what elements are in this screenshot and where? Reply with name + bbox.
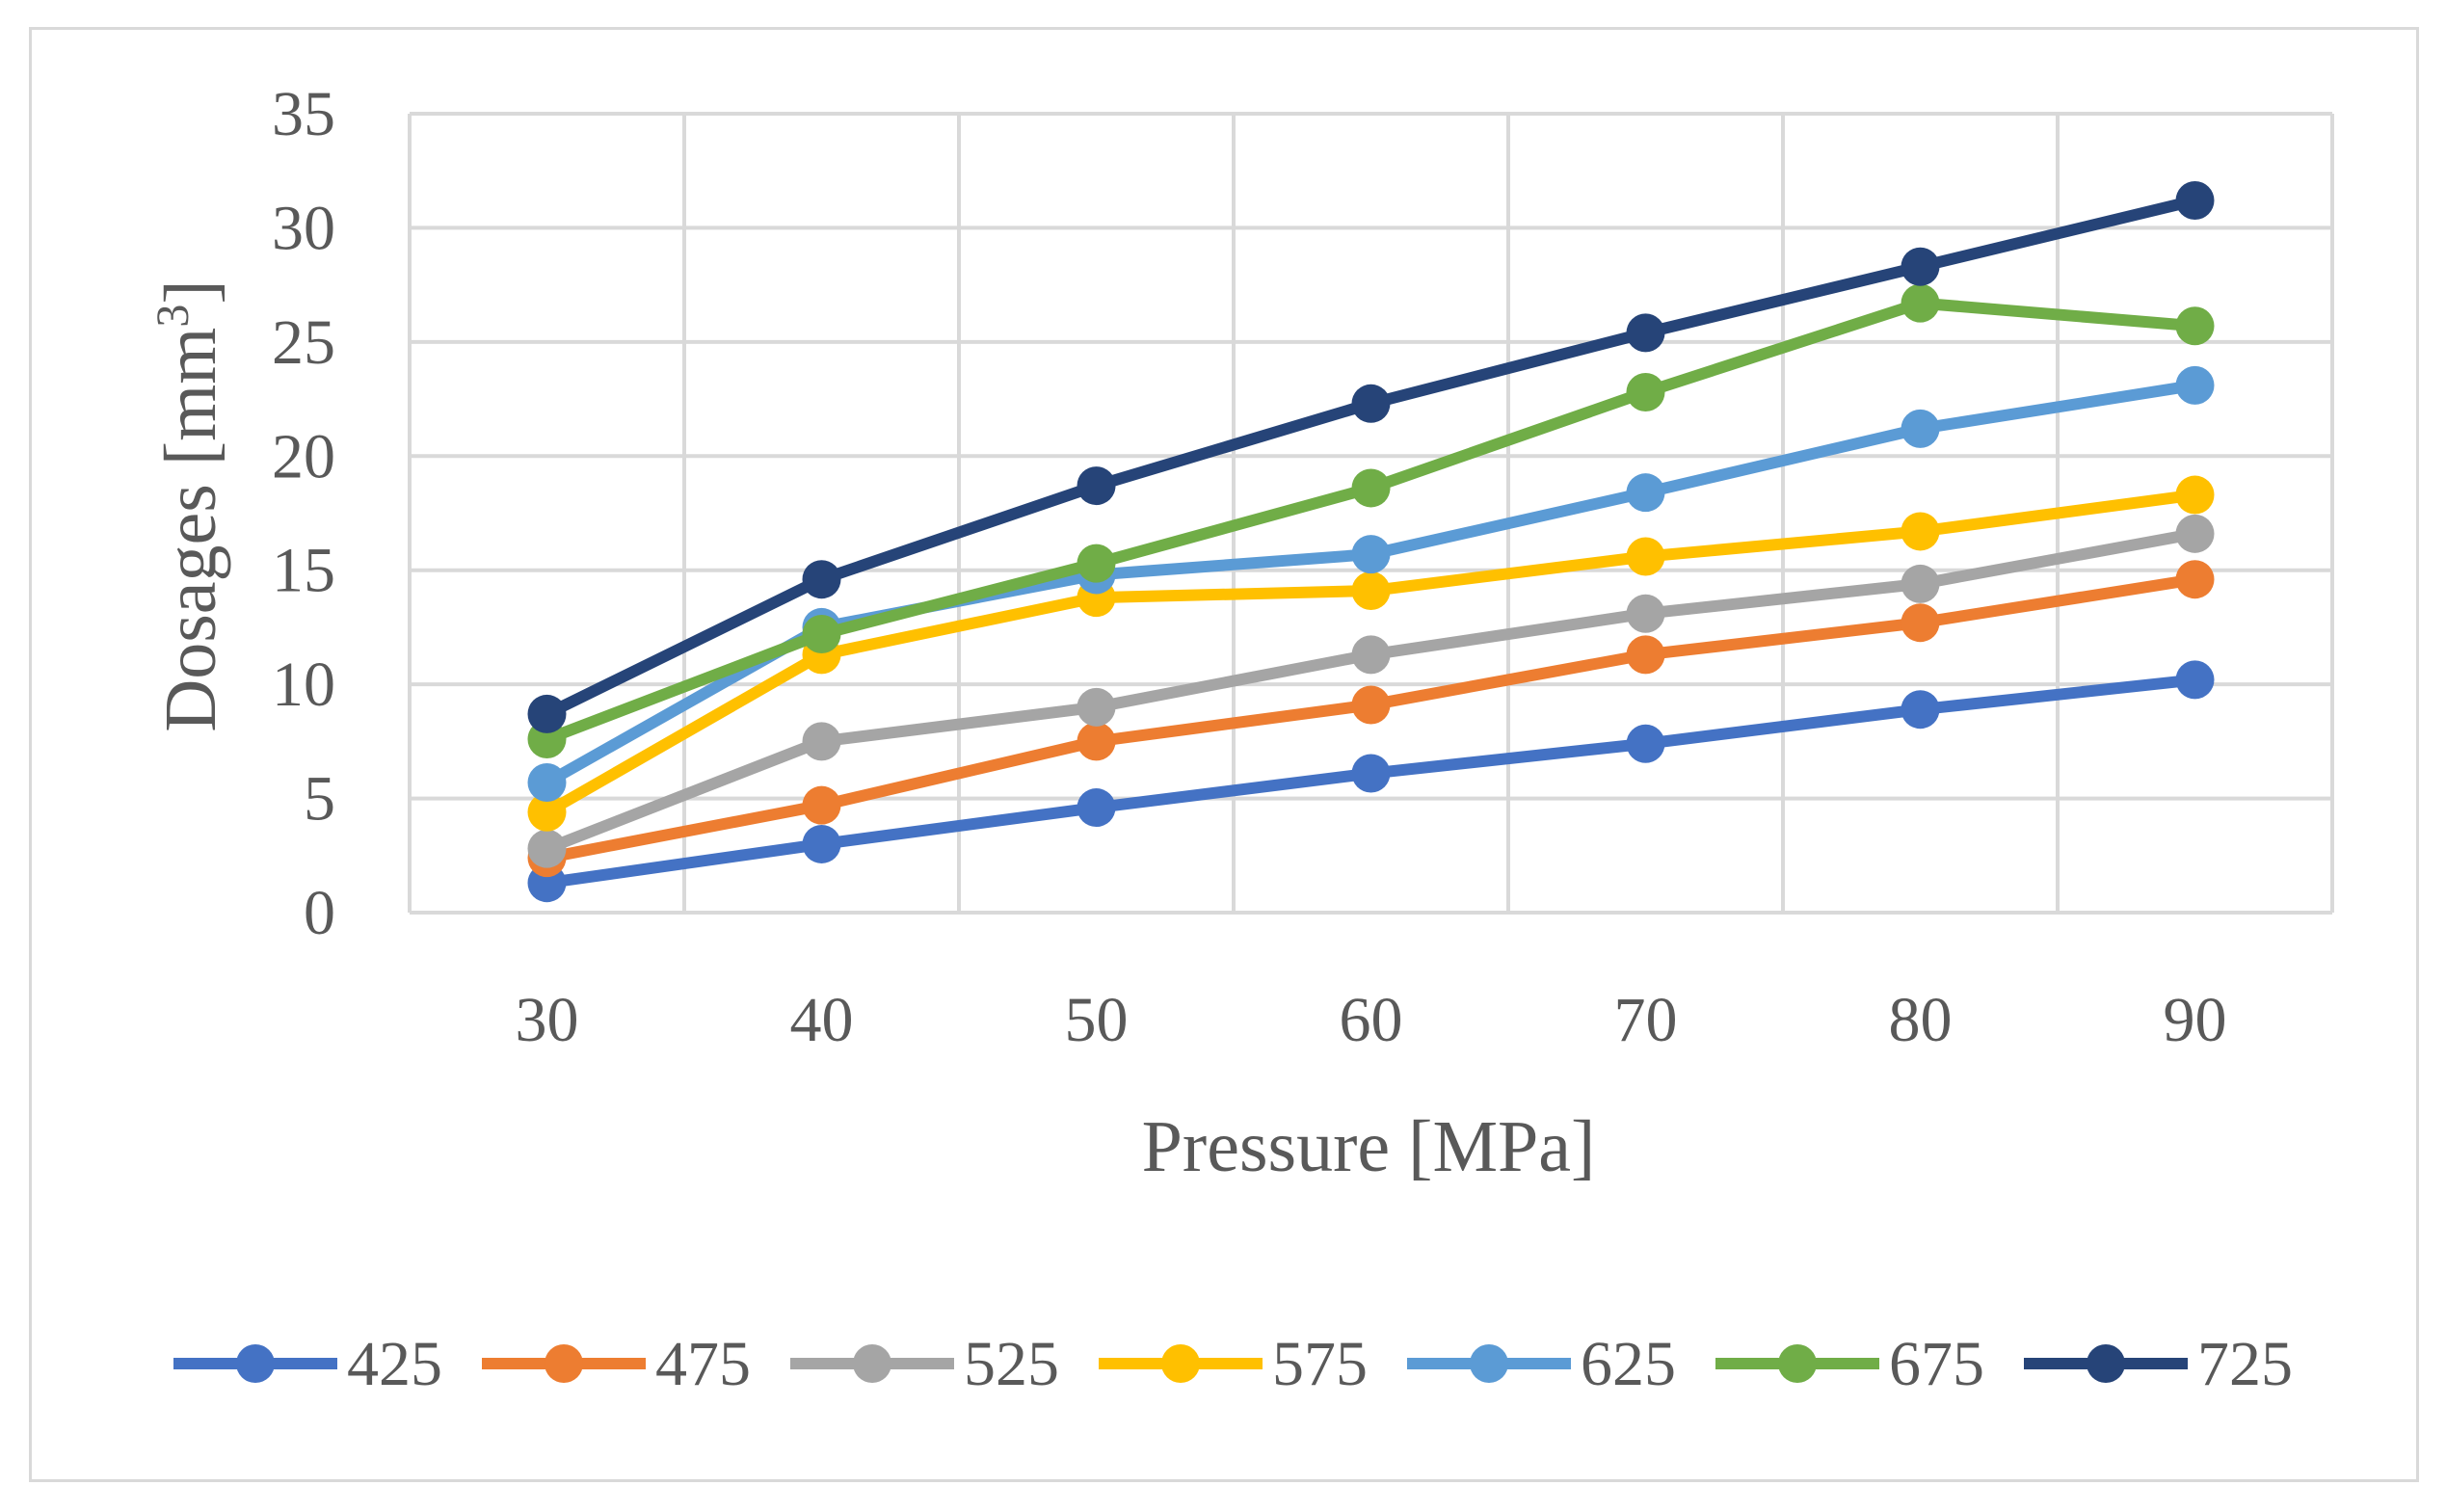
series-525 [527,514,2215,868]
x-tick-label: 40 [790,985,854,1055]
data-point [1077,544,1116,583]
legend-item-675: 675 [1715,1329,1984,1399]
legend-item-425: 425 [173,1329,442,1399]
data-point [527,694,567,733]
x-tick-label: 30 [516,985,579,1055]
x-axis-title: Pressure [MPa] [1142,1106,1596,1187]
data-point [1077,788,1116,828]
data-point [1351,468,1391,508]
y-axis-title-end: ] [150,279,231,304]
data-point [1626,724,1665,763]
gridlines [408,112,2334,915]
data-point [1626,473,1665,513]
legend-item-625: 625 [1407,1329,1676,1399]
legend-label: 525 [964,1329,1059,1399]
data-point [1077,687,1116,727]
data-point [527,792,567,832]
x-tick-label: 50 [1065,985,1129,1055]
legend-marker [1778,1344,1817,1383]
data-point [1901,247,1940,286]
y-axis-ticks: 0 5 10 15 20 25 30 35 [272,79,335,948]
data-point [1901,283,1940,323]
y-tick-label: 20 [272,421,335,491]
series-575 [527,475,2215,832]
legend-marker [1161,1344,1200,1383]
data-point [2175,475,2215,515]
x-tick-label: 80 [1889,985,1953,1055]
y-axis-title: Dosages [mm3] [147,279,231,731]
data-point [527,829,567,868]
legend-item-725: 725 [2024,1329,2293,1399]
y-tick-label: 0 [304,878,335,948]
legend-label: 625 [1581,1329,1676,1399]
legend-marker [1470,1344,1508,1383]
y-tick-label: 25 [272,307,335,378]
data-point [1626,594,1665,633]
x-tick-label: 90 [2164,985,2227,1055]
series-725 [527,181,2215,733]
legend-item-525: 525 [790,1329,1059,1399]
data-point [1351,535,1391,574]
legend-marker [853,1344,891,1383]
legend-item-575: 575 [1099,1329,1368,1399]
data-point [2175,514,2215,553]
legend-marker [545,1344,583,1383]
legend-label: 575 [1272,1329,1368,1399]
data-point [1077,722,1116,761]
y-tick-label: 15 [272,536,335,606]
data-point [802,722,841,761]
legend-marker [236,1344,275,1383]
series-675 [527,283,2215,758]
data-point [802,824,841,863]
x-axis-ticks: 30 40 50 60 70 80 90 [516,985,2227,1055]
data-point [1351,685,1391,725]
legend: 425 475 525 575 625 675 725 [173,1329,2293,1399]
data-point [802,615,841,654]
data-point [1626,635,1665,675]
y-tick-label: 35 [272,79,335,149]
y-tick-label: 30 [272,193,335,263]
y-axis-title-main: Dosages [mm [150,328,231,732]
data-point [1626,372,1665,411]
data-point [1351,754,1391,793]
data-point [527,762,567,802]
data-point [1626,537,1665,576]
data-point [2175,306,2215,346]
data-point [2175,365,2215,405]
data-point [1901,603,1940,643]
legend-label: 425 [347,1329,442,1399]
data-point [1901,690,1940,729]
data-point [2175,560,2215,599]
data-point [2175,660,2215,700]
data-point [2175,181,2215,221]
data-point [1901,512,1940,551]
y-axis-title-superscript: 3 [147,305,199,328]
data-point [1901,564,1940,603]
data-point [802,785,841,825]
data-point [802,560,841,599]
series-lines [527,181,2215,903]
y-tick-label: 5 [304,764,335,835]
data-point [1351,384,1391,423]
y-tick-label: 10 [272,650,335,720]
x-tick-label: 70 [1614,985,1678,1055]
data-point [1626,313,1665,353]
x-tick-label: 60 [1340,985,1403,1055]
data-point [1901,409,1940,448]
legend-marker [2087,1344,2125,1383]
legend-label: 475 [655,1329,751,1399]
legend-label: 675 [1889,1329,1984,1399]
data-point [1077,466,1116,506]
series-475 [527,560,2215,878]
data-point [1351,635,1391,675]
data-point [1351,571,1391,611]
legend-label: 725 [2197,1329,2293,1399]
legend-item-475: 475 [482,1329,751,1399]
chart-frame [29,27,2419,1482]
